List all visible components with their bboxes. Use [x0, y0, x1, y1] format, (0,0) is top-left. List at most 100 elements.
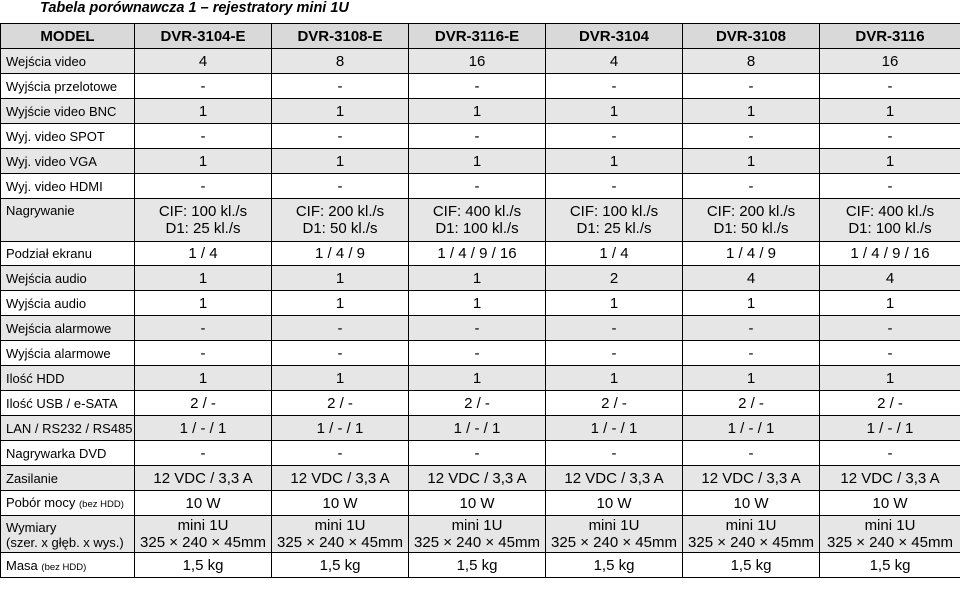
table-cell: - [819, 440, 960, 466]
cell-line: D1: 50 kl./s [713, 220, 789, 237]
table-cell: - [819, 340, 960, 366]
table-row: Zasilanie 12 VDC / 3,3 A 12 VDC / 3,3 A 12 … [0, 465, 960, 491]
table-row: Pobór mocy (bez HDD) 10 W 10 W 10 W 10 W 10 W… [0, 490, 960, 516]
table-cell: 1 / 4 / 9 / 16 [819, 241, 960, 266]
table-cell: 12 VDC / 3,3 A [682, 465, 820, 491]
cell-line: 325 × 240 × 45mm [551, 534, 677, 551]
row-label-text: Nagrywarka DVD [6, 445, 107, 461]
table-cell: 1,5 kg [682, 552, 820, 578]
table-cell: 1 [408, 365, 546, 391]
table-cell: 1 / 4 [134, 241, 272, 266]
cell-line: mini 1U [451, 517, 503, 534]
header-row: MODEL DVR-3104-E DVR-3108-E DVR-3116-E DVR-3… [0, 23, 960, 49]
table-row: Wyj. video SPOT - - - - - - [0, 123, 960, 149]
table-cell: 1 [408, 290, 546, 316]
cell-line: D1: 50 kl./s [302, 220, 378, 237]
row-label-note: (bez HDD) [79, 499, 124, 510]
table-cell: 1 [545, 365, 683, 391]
table-row: Ilość USB / e-SATA 2 / -2 / -2 / -2 / -2 … [0, 390, 960, 416]
table-cell: 10 W [545, 490, 683, 516]
table-cell: 1 [271, 98, 409, 124]
row-label: Wyj. video VGA [0, 148, 135, 174]
row-label: Nagrywarka DVD [0, 440, 135, 466]
table-cell: - [408, 123, 546, 149]
row-label: Wyj. video HDMI [0, 173, 135, 199]
table-cell: 1 [271, 265, 409, 291]
table-cell: 1,5 kg [408, 552, 546, 578]
table-row: Wymiary (szer. x głęb. x wys.) mini 1U 325 … [0, 515, 960, 553]
cell-line: 325 × 240 × 45mm [688, 534, 814, 551]
table-cell: CIF: 200 kl./s D1: 50 kl./s [682, 198, 820, 242]
table-cell: 12 VDC / 3,3 A [271, 465, 409, 491]
table-cell: mini 1U 325 × 240 × 45mm [819, 515, 960, 553]
cell-line: CIF: 200 kl./s [295, 203, 385, 220]
table-cell: - [408, 315, 546, 341]
table-cell: - [134, 73, 272, 99]
row-label: Masa (bez HDD) [0, 552, 135, 578]
table-cell: 2 / - [408, 390, 546, 416]
row-label-text: Wejścia audio [6, 270, 87, 286]
table-cell: 2 / - [682, 390, 820, 416]
row-label: Wyjście video BNC [0, 98, 135, 124]
cell-line: 325 × 240 × 45mm [277, 534, 403, 551]
table-cell: 1 / 4 [545, 241, 683, 266]
cell-line: mini 1U [588, 517, 640, 534]
row-label: LAN / RS232 / RS485 [0, 415, 135, 441]
table-cell: 10 W [682, 490, 820, 516]
table-cell: 12 VDC / 3,3 A [134, 465, 272, 491]
row-label-text: Wejścia video [6, 53, 86, 69]
row-label-text: Wyj. video HDMI [6, 178, 103, 194]
table-cell: 1 [819, 290, 960, 316]
table-cell: - [545, 73, 683, 99]
table-cell: - [271, 73, 409, 99]
table-cell: 12 VDC / 3,3 A [819, 465, 960, 491]
header-model-name: DVR-3108 [682, 23, 820, 49]
cell-line: 325 × 240 × 45mm [140, 534, 266, 551]
cell-line: D1: 25 kl./s [165, 220, 241, 237]
table-cell: 1 [408, 148, 546, 174]
table-row: Nagrywanie CIF: 100 kl./s D1: 25 kl./s CIF:… [0, 198, 960, 242]
table-cell: 1 / - / 1 [682, 415, 820, 441]
row-label-text: Masa [6, 557, 38, 573]
table-cell: - [819, 73, 960, 99]
row-label-text: LAN / RS232 / RS485 [6, 420, 133, 436]
row-label: Ilość HDD [0, 365, 135, 391]
table-cell: - [682, 315, 820, 341]
table-cell: 1 / 4 / 9 / 16 [408, 241, 546, 266]
row-label: Wejścia audio [0, 265, 135, 291]
table-cell: 10 W [819, 490, 960, 516]
row-label: Wejścia alarmowe [0, 315, 135, 341]
header-model-name: DVR-3116 [819, 23, 960, 49]
table-cell: 1 [682, 98, 820, 124]
table-cell: 1 [271, 148, 409, 174]
table-cell: 1 [134, 365, 272, 391]
table-cell: 10 W [134, 490, 272, 516]
cell-line: CIF: 400 kl./s [845, 203, 935, 220]
table-cell: 4 [819, 265, 960, 291]
cell-line: 325 × 240 × 45mm [827, 534, 953, 551]
table-row: Ilość HDD 1 1 1 1 1 1 [0, 365, 960, 391]
cell-line: mini 1U [177, 517, 229, 534]
table-cell: 1 [134, 98, 272, 124]
header-model-name: DVR-3104-E [134, 23, 272, 49]
table-row: Wyjścia alarmowe - - - - - - [0, 340, 960, 366]
cell-line: 325 × 240 × 45mm [414, 534, 540, 551]
table-cell: - [682, 73, 820, 99]
table-cell: 2 / - [134, 390, 272, 416]
table-row: Masa (bez HDD) 1,5 kg 1,5 kg 1,5 kg 1,5 kg 1,… [0, 552, 960, 578]
row-label: Podział ekranu [0, 241, 135, 266]
row-label-text: Wyjścia alarmowe [6, 345, 111, 361]
table-cell: - [134, 173, 272, 199]
row-label-text: Wyjścia audio [6, 295, 87, 311]
table-cell: mini 1U 325 × 240 × 45mm [682, 515, 820, 553]
row-label-text: Wejścia alarmowe [6, 320, 112, 336]
table-cell: mini 1U 325 × 240 × 45mm [408, 515, 546, 553]
table-cell: CIF: 200 kl./s D1: 50 kl./s [271, 198, 409, 242]
table-cell: - [545, 173, 683, 199]
table-cell: - [682, 440, 820, 466]
table-cell: 4 [682, 265, 820, 291]
table-cell: 2 [545, 265, 683, 291]
table-cell: 1,5 kg [819, 552, 960, 578]
row-label-note: (bez HDD) [41, 561, 87, 573]
row-label: Wymiary (szer. x głęb. x wys.) [0, 515, 135, 553]
